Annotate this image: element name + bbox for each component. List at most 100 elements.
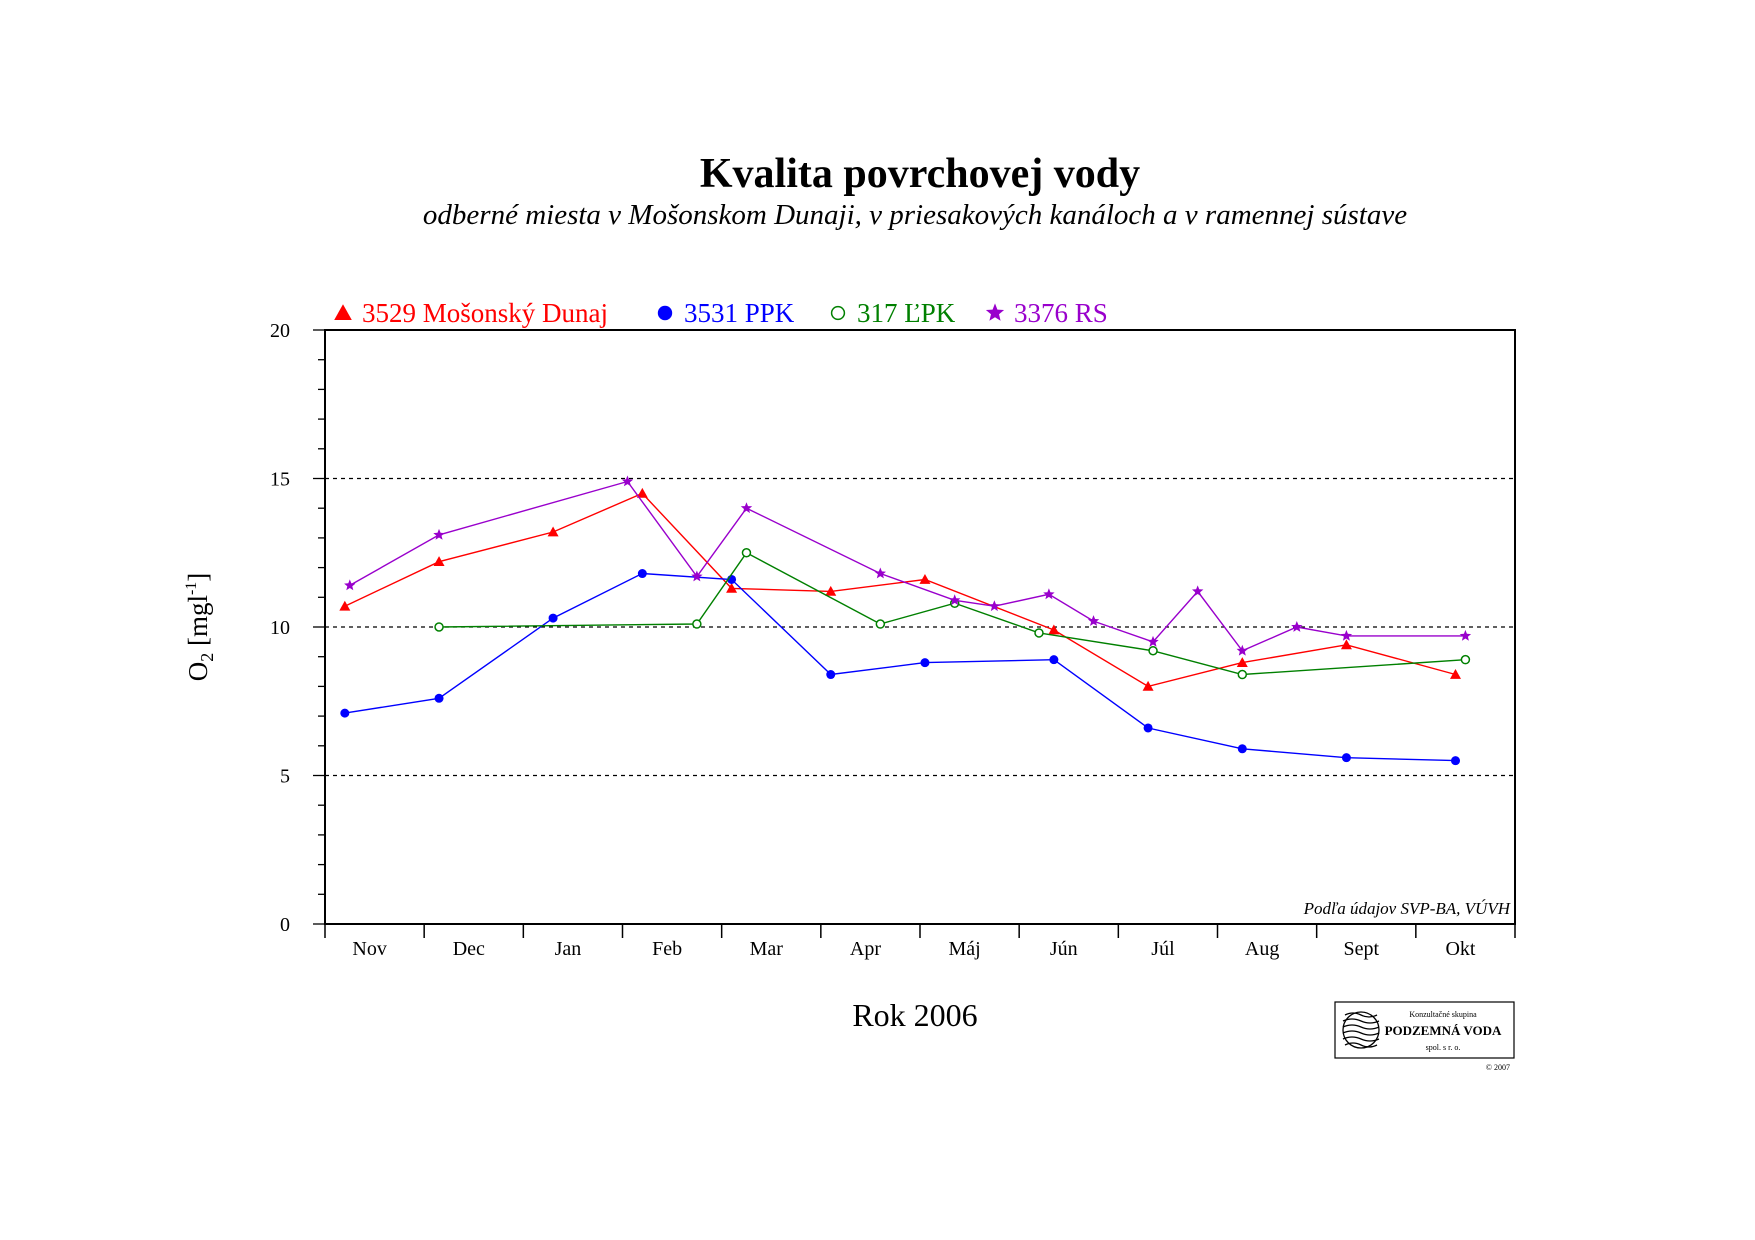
y-axis-label: O2 [mgl-1] — [183, 573, 217, 682]
data-point — [1291, 621, 1303, 632]
series-line — [438, 551, 1466, 676]
data-point — [1043, 588, 1055, 600]
x-tick-label: Dec — [453, 938, 485, 960]
data-point — [1450, 669, 1461, 679]
gridlines — [325, 477, 1515, 777]
data-point — [1087, 615, 1100, 626]
y-label-sup: -1 — [183, 582, 200, 595]
y-tick-label: 10 — [270, 617, 290, 639]
legend: 3529 Mošonský Dunaj 3531 PPK 317 ĽPK 3376 R… — [334, 298, 1108, 328]
data-point — [826, 670, 836, 680]
data-point — [920, 658, 930, 668]
y-label-sub: 2 — [197, 653, 217, 662]
data-point — [1341, 753, 1351, 763]
data-point — [875, 619, 886, 629]
company-logo: Konzultačné skupina PODZEMNÁ VODA spol. … — [1334, 1001, 1515, 1072]
data-point — [1143, 723, 1153, 733]
x-tick-label: Apr — [850, 938, 881, 960]
y-tick-label: 20 — [270, 320, 290, 342]
x-tick-label: Mar — [750, 938, 784, 960]
data-point — [919, 573, 931, 584]
data-point — [1236, 644, 1248, 656]
series-group — [339, 487, 1461, 691]
logo-line2: PODZEMNÁ VODA — [1385, 1023, 1502, 1038]
y-axis: 0 5 10 15 20 — [270, 320, 325, 936]
data-point — [740, 502, 753, 514]
logo-line3: spol. s r. o. — [1426, 1043, 1461, 1052]
x-axis: Nov Dec Jan Feb Mar Apr Máj Jún Júl Aug Sept Okt — [324, 924, 1516, 960]
y-tick-label: 0 — [280, 914, 290, 936]
legend-label: 3376 RS — [1014, 298, 1108, 328]
series-line — [349, 480, 1466, 652]
data-point — [339, 600, 351, 611]
legend-marker — [985, 303, 1005, 321]
data-point — [874, 567, 886, 579]
data-point — [692, 619, 702, 629]
data-point — [691, 570, 703, 582]
data-point — [949, 594, 961, 606]
data-point — [548, 613, 558, 623]
y-label-main: O — [183, 662, 213, 682]
data-point — [1034, 628, 1044, 638]
logo-copyright: © 2007 — [1486, 1063, 1510, 1072]
x-tick-label: Sept — [1344, 938, 1380, 960]
data-point — [1451, 756, 1460, 766]
data-point — [1460, 654, 1471, 665]
data-point — [1147, 635, 1159, 647]
data-point — [434, 693, 444, 703]
data-point — [726, 582, 738, 593]
data-point — [340, 708, 350, 718]
data-point — [1142, 680, 1154, 691]
data-point — [1237, 669, 1248, 680]
data-point — [1049, 655, 1059, 665]
wave-logo-icon — [1342, 1011, 1380, 1049]
x-tick-label: Nov — [352, 938, 386, 960]
logo-line1: Konzultačné skupina — [1409, 1010, 1477, 1019]
y-label-close: ] — [183, 573, 213, 582]
legend-marker — [830, 305, 846, 321]
legend-label: 3531 PPK — [684, 298, 795, 328]
series-group — [434, 548, 1471, 680]
data-point — [1237, 744, 1247, 754]
source-note: Podľa údajov SVP-BA, VÚVH — [1303, 899, 1512, 918]
x-tick-label: Aug — [1245, 938, 1279, 960]
data-point — [1459, 629, 1472, 641]
series-layer — [339, 475, 1472, 766]
data-point — [434, 622, 444, 632]
chart-subtitle: odberné miesta v Mošonskom Dunaji, v pri… — [423, 199, 1407, 231]
legend-label: 317 ĽPK — [857, 298, 956, 328]
legend-marker — [334, 304, 352, 321]
legend-marker — [657, 305, 673, 321]
x-tick-label: Máj — [949, 938, 981, 960]
series-line — [344, 572, 1456, 762]
x-tick-label: Feb — [652, 938, 682, 960]
data-point — [825, 585, 837, 596]
y-tick-label: 5 — [280, 766, 290, 788]
x-axis-label: Rok 2006 — [852, 997, 977, 1033]
data-point — [1192, 585, 1204, 597]
data-point — [1236, 657, 1248, 668]
data-point — [1148, 646, 1158, 656]
data-point — [621, 475, 634, 487]
y-tick-label: 15 — [270, 469, 290, 491]
data-point — [433, 556, 445, 567]
y-label-unit: [mgl — [183, 595, 213, 653]
data-point — [1048, 624, 1060, 635]
data-point — [433, 528, 445, 540]
x-tick-label: Jan — [555, 938, 582, 960]
data-point — [988, 600, 1001, 612]
series-group — [340, 569, 1460, 766]
x-tick-label: Okt — [1445, 938, 1475, 960]
data-point — [636, 487, 648, 498]
data-point — [637, 569, 647, 579]
chart-title: Kvalita povrchovej vody — [700, 151, 1140, 197]
series-group — [344, 475, 1472, 656]
series-line — [344, 492, 1456, 688]
data-point — [741, 548, 752, 558]
data-point — [547, 526, 559, 537]
x-tick-label: Júl — [1151, 938, 1175, 960]
x-tick-label: Jún — [1050, 938, 1078, 960]
data-point — [344, 579, 356, 591]
data-point — [1340, 639, 1352, 650]
